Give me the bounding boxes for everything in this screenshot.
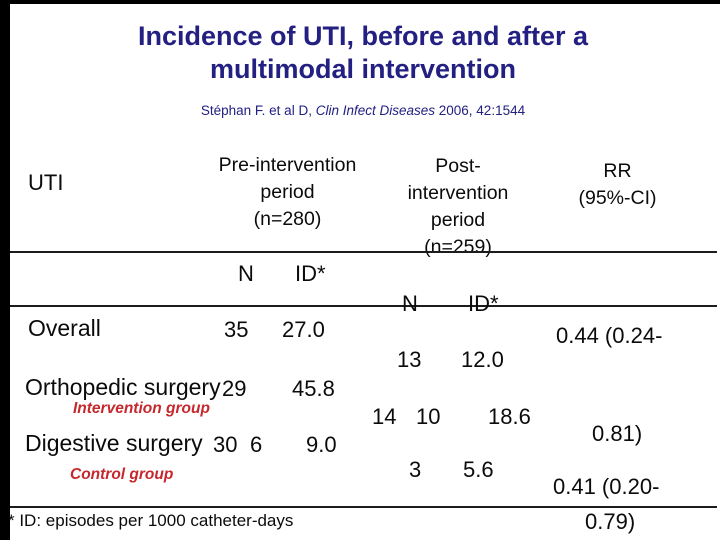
citation-journal: Clin Infect Diseases xyxy=(315,103,436,118)
post-id-subheader: ID* xyxy=(468,291,499,316)
digestive-rr-open: 0.41 (0.20- xyxy=(553,474,660,499)
digestive-pre-n: 6 xyxy=(250,432,263,457)
overall-post-id: 12.0 xyxy=(461,347,504,372)
rr-header: RR (95%-CI) xyxy=(578,160,657,209)
table-rule-top xyxy=(10,251,717,253)
digestive-post-id: 5.6 xyxy=(463,457,494,482)
orthopedic-stray-n: 14 xyxy=(372,404,397,429)
digestive-post-n: 3 xyxy=(409,457,422,482)
post-n-subheader: N xyxy=(402,291,418,316)
intervention-group-note: Intervention group xyxy=(73,400,210,417)
pre-period-header: Pre-intervention period (n=280) xyxy=(218,154,357,230)
control-group-note: Control group xyxy=(70,466,174,483)
row-digestive-label: Digestive surgery xyxy=(25,430,203,456)
table-rule-middle xyxy=(10,305,717,307)
orthopedic-pre-id: 45.8 xyxy=(292,376,335,401)
top-border-bar xyxy=(0,0,720,4)
citation-authors: Stéphan F. et al D, xyxy=(200,103,316,118)
digestive-pre-id: 9.0 xyxy=(306,432,337,457)
pre-n-subheader: N xyxy=(238,261,254,286)
digestive-rr-close: 0.79) xyxy=(585,509,636,534)
orthopedic-post-n: 10 xyxy=(416,404,441,429)
row-orthopedic-label: Orthopedic surgery xyxy=(25,374,221,400)
citation-year-ref: 2006, 42:1544 xyxy=(435,103,526,118)
left-border-bar xyxy=(0,0,10,540)
uti-corner-header: UTI xyxy=(28,170,64,195)
post-period-header: Post- intervention period (n=259) xyxy=(407,155,509,258)
citation: Stéphan F. et al D, Clin Infect Diseases… xyxy=(10,103,716,118)
overall-post-n: 13 xyxy=(397,347,422,372)
digestive-overlap-n: 30 xyxy=(213,432,238,457)
orthopedic-pre-n-overlap: 29 xyxy=(222,376,247,401)
orthopedic-post-id: 18.6 xyxy=(488,404,531,429)
table-rule-bottom xyxy=(10,506,717,508)
overall-pre-n: 35 xyxy=(224,317,249,342)
pre-id-subheader: ID* xyxy=(295,261,326,286)
slide-title: Incidence of UTI, before and after a mul… xyxy=(137,21,589,84)
overall-rr-open: 0.44 (0.24- xyxy=(556,323,663,348)
overall-pre-id: 27.0 xyxy=(282,317,325,342)
id-footnote: * ID: episodes per 1000 catheter-days xyxy=(8,511,294,530)
row-overall-label: Overall xyxy=(28,315,101,341)
overall-rr-close: 0.81) xyxy=(592,421,643,446)
